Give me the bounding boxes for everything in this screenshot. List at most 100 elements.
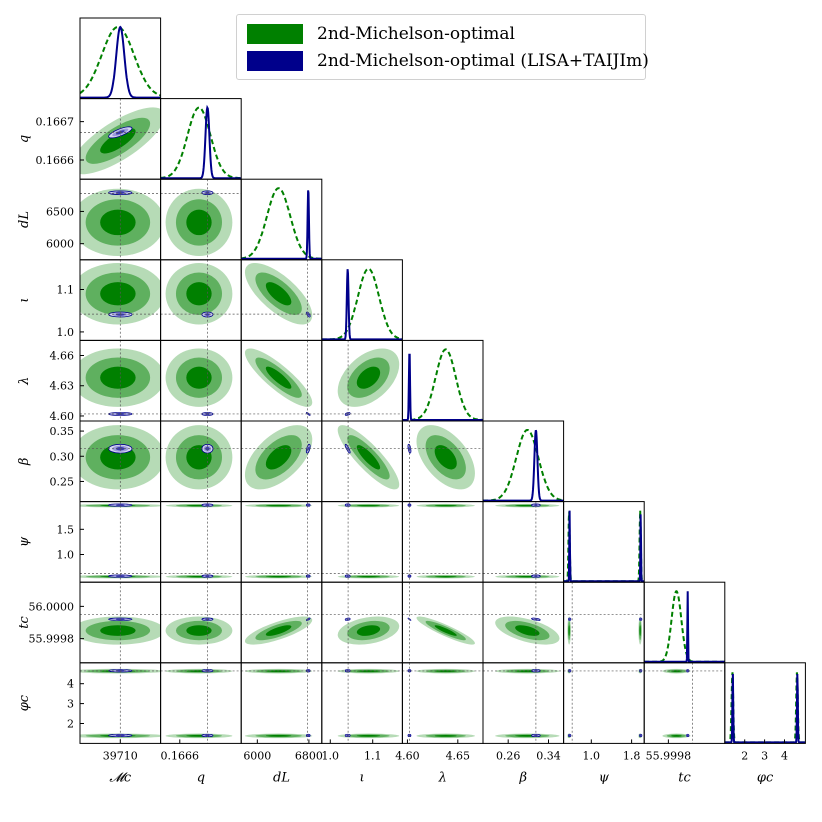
- y-tick-label-q: 0.1666: [36, 154, 75, 167]
- y-axis-label-lambda: λ: [17, 377, 32, 386]
- marginal-blue-dL: [241, 190, 322, 260]
- y-tick-label-tc: 55.9998: [29, 633, 75, 646]
- panel-frame: [643, 662, 726, 744]
- x-tick-label-dL: 6000: [243, 749, 271, 762]
- y-axis-label-q: q: [17, 135, 32, 143]
- marginal-green-q: [160, 106, 242, 180]
- panel-frame: [482, 501, 565, 583]
- marginal-blue-beta: [483, 429, 564, 502]
- panel-iota-q: [160, 259, 242, 341]
- contour-blue-3: [408, 574, 411, 578]
- panel-phic-iota: [321, 662, 403, 744]
- y-tick-label-phic: 3: [67, 698, 74, 711]
- panel-frame: [321, 662, 403, 744]
- panel-frame: [160, 662, 242, 744]
- marginal-blue-lambda: [402, 353, 483, 421]
- contour-green-3: [186, 282, 212, 306]
- panel-beta-q: [160, 421, 242, 502]
- contour-green-3: [568, 625, 570, 636]
- panel-psi-Mc: [80, 501, 161, 583]
- x-tick-label-dL: 6800: [295, 749, 323, 762]
- contour-green-3: [639, 625, 641, 636]
- x-axis-label-tc: tc: [678, 770, 691, 785]
- panel-frame: [482, 420, 565, 503]
- panel-q-q: [160, 104, 242, 180]
- panel-frame: [321, 501, 403, 583]
- contour-blue-3: [534, 574, 538, 578]
- y-tick-label-lambda: 4.66: [50, 350, 75, 363]
- contour-blue-3: [534, 503, 538, 507]
- contour-blue-3: [408, 669, 411, 672]
- contour-green-3: [434, 670, 457, 673]
- x-axis-label-lambda: λ: [438, 770, 447, 785]
- y-axis-label-iota: ι: [17, 298, 32, 303]
- marginal-blue-tc: [644, 591, 725, 663]
- marginal-blue-psi: [563, 510, 645, 583]
- y-tick-label-beta: 0.35: [50, 425, 75, 438]
- y-tick-label-phic: 2: [67, 717, 74, 730]
- contour-blue-3: [346, 574, 349, 578]
- y-tick-label-dL: 6000: [46, 238, 74, 251]
- panel-beta-beta: [483, 429, 564, 502]
- y-tick-label-psi: 1.5: [57, 523, 75, 536]
- contour-green-3: [356, 366, 381, 389]
- x-tick-label-iota: 1.1: [364, 749, 382, 762]
- y-tick-label-lambda: 4.60: [50, 410, 75, 423]
- marginal-blue-iota: [321, 269, 403, 341]
- panel-iota-Mc: [80, 259, 161, 341]
- panel-tc-tc: [644, 590, 725, 663]
- x-axis-label-iota: ι: [360, 770, 365, 785]
- panel-frame: [160, 501, 242, 583]
- x-axis-label-psi: ψ: [599, 770, 610, 785]
- y-tick-label-lambda: 4.63: [50, 380, 75, 393]
- contour-blue-3: [639, 734, 642, 737]
- panel-phic-beta: [483, 662, 564, 744]
- x-tick-label-phic: 4: [781, 749, 788, 762]
- y-tick-label-beta: 0.25: [50, 475, 75, 488]
- panel-dL-Mc: [80, 179, 161, 260]
- contour-blue-3: [408, 503, 411, 507]
- x-tick-label-psi: 1.8: [623, 749, 641, 762]
- panel-frame: [563, 501, 645, 583]
- contour-green-3: [100, 128, 136, 154]
- panel-phic-lambda: [402, 662, 483, 744]
- panel-psi-beta: [483, 501, 564, 583]
- panel-phic-Mc: [80, 662, 161, 744]
- x-tick-label-Mc: 39710: [103, 749, 138, 762]
- x-tick-label-beta: 0.26: [496, 749, 521, 762]
- panel-psi-dL: [241, 501, 322, 583]
- contour-blue-3: [686, 669, 689, 672]
- x-tick-label-phic: 3: [761, 749, 768, 762]
- y-tick-label-iota: 1.1: [57, 283, 75, 296]
- panel-frame: [401, 662, 484, 744]
- panel-psi-q: [160, 501, 242, 583]
- panel-phic-psi: [563, 662, 645, 744]
- panel-beta-Mc: [80, 421, 161, 502]
- contour-green-3: [265, 445, 292, 470]
- contour-green-3: [186, 209, 212, 236]
- x-tick-label-tc: 55.9998: [646, 749, 692, 762]
- contour-blue-3: [346, 503, 349, 507]
- contour-green-3: [356, 575, 381, 578]
- contour-green-3: [265, 366, 292, 389]
- panel-beta-iota: [321, 421, 403, 502]
- panel-frame: [563, 662, 645, 744]
- panel-beta-lambda: [402, 421, 483, 502]
- contour-green-3: [100, 625, 136, 636]
- x-tick-label-lambda: 4.65: [446, 749, 471, 762]
- x-tick-label-psi: 1.0: [583, 749, 601, 762]
- panel-frame: [482, 662, 565, 744]
- contour-green-3: [434, 734, 457, 737]
- contour-green-3: [186, 625, 212, 636]
- panel-lambda-lambda: [402, 348, 483, 421]
- y-tick-label-iota: 1.0: [57, 326, 75, 339]
- y-axis-label-phic: φc: [17, 694, 32, 711]
- panel-iota-iota: [321, 267, 403, 341]
- panel-psi-lambda: [402, 501, 483, 583]
- contour-blue-3: [115, 574, 125, 578]
- contour-blue-3: [115, 313, 125, 316]
- y-tick-label-dL: 6500: [46, 205, 74, 218]
- panel-beta-dL: [241, 421, 322, 502]
- panel-frame: [240, 662, 323, 744]
- panel-tc-iota: [321, 582, 403, 663]
